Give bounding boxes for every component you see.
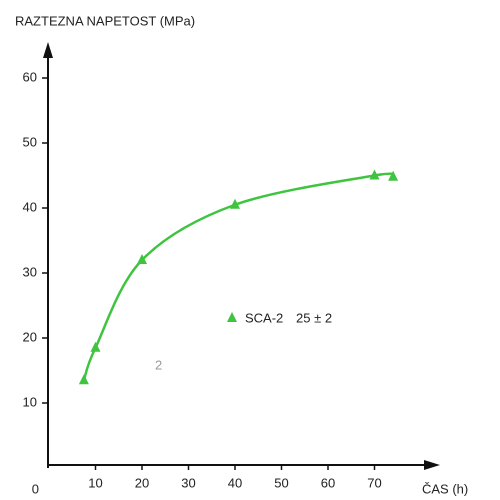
x-axis-arrow bbox=[424, 460, 440, 470]
x-tick-label: 70 bbox=[367, 475, 381, 490]
y-tick-label: 30 bbox=[23, 264, 37, 279]
x-tick-label: 30 bbox=[181, 475, 195, 490]
y-tick-label: 50 bbox=[23, 134, 37, 149]
data-marker bbox=[388, 170, 399, 181]
y-tick-label: 60 bbox=[23, 69, 37, 84]
x-axis-label: ČAS (h) bbox=[422, 481, 468, 496]
x-tick-label: 0 bbox=[32, 481, 39, 496]
x-tick-label: 10 bbox=[88, 475, 102, 490]
y-tick-label: 40 bbox=[23, 199, 37, 214]
x-tick-label: 50 bbox=[274, 475, 288, 490]
x-tick-label: 60 bbox=[321, 475, 335, 490]
y-tick-label: 10 bbox=[23, 394, 37, 409]
data-marker bbox=[369, 169, 380, 180]
y-tick-label: 20 bbox=[23, 329, 37, 344]
data-marker bbox=[78, 374, 89, 385]
data-marker bbox=[137, 254, 147, 264]
data-marker bbox=[90, 341, 101, 352]
y-axis-arrow bbox=[43, 42, 53, 58]
legend-note: 25 ± 2 bbox=[296, 310, 332, 325]
annotation: 2 bbox=[155, 357, 162, 372]
legend-marker bbox=[227, 312, 237, 322]
x-tick-label: 40 bbox=[228, 475, 242, 490]
legend-label: SCA-2 bbox=[245, 310, 283, 325]
x-tick-label: 20 bbox=[135, 475, 149, 490]
data-marker bbox=[230, 198, 240, 209]
chart-title: RAZTEZNA NAPETOST (MPa) bbox=[15, 13, 195, 28]
